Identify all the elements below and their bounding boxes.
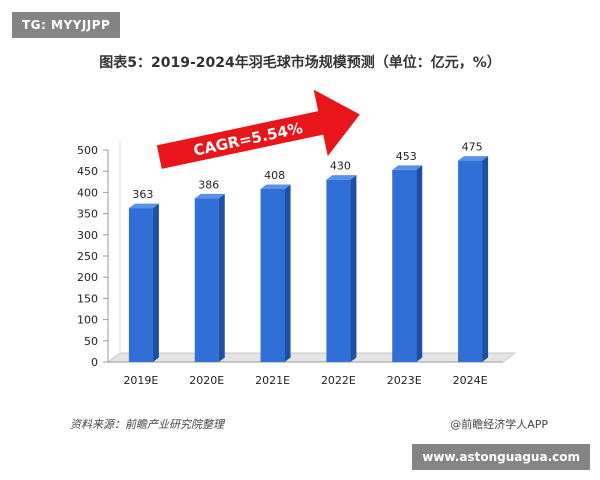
bar: 453 2023E: [387, 150, 423, 387]
bar-side: [416, 165, 423, 362]
bar: 475 2024E: [453, 141, 489, 387]
y-tick-label: 0: [91, 356, 98, 369]
watermark-top: TG: MYYJJPP: [12, 12, 121, 38]
x-tick-label: 2022E: [321, 374, 356, 387]
bar-front: [260, 189, 285, 362]
bar-value-label: 408: [264, 169, 285, 182]
cagr-arrow: CAGR=5.54%: [156, 89, 360, 169]
chart-title: 图表5：2019-2024年羽毛球市场规模预测（单位：亿元，%）: [99, 55, 501, 71]
bar-top: [194, 193, 225, 199]
bar-value-label: 386: [198, 178, 219, 191]
bar: 386 2020E: [189, 178, 225, 387]
floor-plane: [106, 352, 517, 363]
x-tick-label: 2019E: [123, 374, 158, 387]
bar-side: [284, 184, 291, 362]
bar-top: [392, 165, 423, 170]
bar-value-label: 453: [396, 150, 417, 163]
bar-side: [350, 175, 357, 362]
y-tick-label: 450: [77, 165, 98, 178]
bar: 363 2019E: [123, 188, 159, 387]
x-tick-label: 2021E: [255, 374, 290, 387]
bar-top: [260, 184, 291, 190]
bar-front: [194, 198, 219, 362]
chart-floor: [106, 141, 517, 363]
watermark-bottom: www.astonguagua.com: [412, 444, 590, 470]
x-tick-label: 2023E: [387, 374, 422, 387]
y-tick-label: 100: [77, 314, 98, 327]
y-tick-label: 400: [77, 186, 98, 199]
bar: 430 2022E: [321, 160, 357, 387]
bars: 363 2019E 386 2020E 408 2021E 430 2022E 453 2023E…: [123, 141, 489, 387]
bar-value-label: 430: [330, 160, 351, 173]
bar-value-label: 475: [462, 141, 483, 154]
bar-side: [152, 203, 159, 362]
brand-credit: @前瞻经济学人APP: [450, 418, 548, 431]
y-axis: 0 50 100 150 200 250 300 350 400 450 500: [77, 144, 109, 369]
bar-top: [128, 203, 159, 209]
y-tick-label: 250: [77, 250, 98, 263]
bar-front: [326, 179, 351, 362]
y-tick-label: 300: [77, 229, 98, 242]
bar: 408 2021E: [255, 169, 291, 387]
y-tick-label: 150: [77, 292, 98, 305]
bar-top: [458, 156, 489, 161]
bar-side: [482, 156, 489, 362]
y-tick-label: 500: [77, 144, 98, 157]
arrow-body: [156, 89, 360, 169]
cagr-arrow-shape: CAGR=5.54%: [156, 89, 360, 169]
bar-top: [326, 175, 357, 180]
bar-front: [392, 169, 417, 362]
x-tick-label: 2020E: [189, 374, 224, 387]
bar-value-label: 363: [132, 188, 153, 201]
cagr-label: CAGR=5.54%: [192, 119, 304, 160]
y-tick-label: 200: [77, 271, 98, 284]
bar-side: [218, 193, 225, 362]
y-tick-label: 50: [84, 335, 98, 348]
source-note: 资料来源：前瞻产业研究院整理: [70, 418, 224, 431]
bar-front: [458, 160, 483, 362]
y-tick-label: 350: [77, 208, 98, 221]
x-tick-label: 2024E: [453, 374, 488, 387]
bar-front: [128, 208, 153, 362]
